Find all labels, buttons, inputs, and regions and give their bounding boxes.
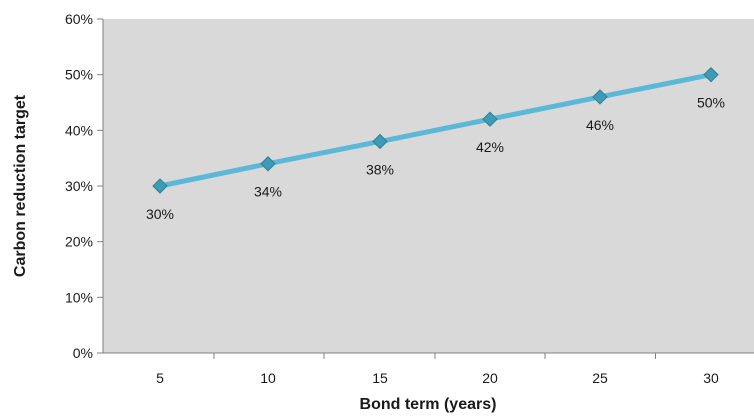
data-label-layer: 30% 34% 38% 42% 46% 50%: [146, 95, 725, 222]
data-label: 38%: [366, 161, 394, 177]
data-point-marker: [592, 89, 608, 105]
data-label: 50%: [697, 95, 725, 111]
y-tick-label: 30%: [65, 178, 93, 194]
y-tick-label: 60%: [65, 11, 93, 27]
series-line: [157, 72, 714, 189]
x-axis-title: Bond term (years): [360, 396, 497, 413]
x-tick-label: 10: [260, 370, 276, 386]
y-axis-ticks: 0% 10% 20% 30% 40% 50% 60%: [65, 11, 103, 361]
data-label: 34%: [254, 184, 282, 200]
plot-area: [103, 19, 754, 353]
x-tick-label: 25: [592, 370, 608, 386]
data-point-marker: [703, 66, 719, 83]
y-tick-label: 20%: [65, 234, 93, 250]
data-label: 46%: [586, 117, 614, 133]
x-axis-ticks: 5 10 15 20 25 30: [156, 353, 719, 386]
x-tick-label: 20: [482, 370, 498, 386]
data-label: 42%: [476, 139, 504, 155]
x-tick-label: 5: [156, 370, 164, 386]
y-axis-title: Carbon reduction target: [12, 94, 29, 277]
x-tick-label: 30: [703, 370, 719, 386]
data-point-marker: [482, 111, 498, 127]
y-tick-label: 50%: [65, 67, 93, 83]
data-label: 30%: [146, 206, 174, 222]
x-tick-label: 15: [372, 370, 388, 386]
y-tick-label: 0%: [73, 345, 93, 361]
series-layer: [152, 66, 719, 194]
data-point-marker: [152, 178, 168, 194]
data-point-marker: [260, 156, 276, 172]
y-tick-label: 40%: [65, 122, 93, 138]
y-tick-label: 10%: [65, 289, 93, 305]
data-point-marker: [372, 133, 388, 150]
